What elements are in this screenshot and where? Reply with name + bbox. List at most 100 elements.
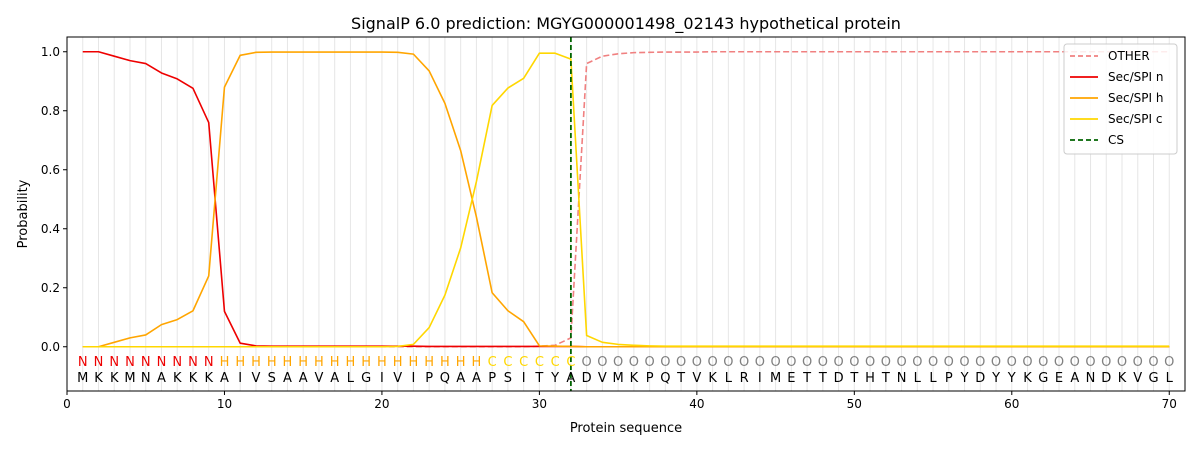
residue-label: T: [802, 371, 811, 386]
residue-label: I: [238, 371, 242, 386]
region-label: H: [314, 355, 324, 370]
residue-label: M: [77, 371, 88, 386]
residue-label: K: [1118, 371, 1127, 386]
residue-label: N: [1086, 371, 1096, 386]
region-label: O: [660, 355, 670, 370]
region-label: N: [172, 355, 182, 370]
residue-label: V: [393, 371, 402, 386]
residue-label: K: [189, 371, 198, 386]
residue-label: K: [110, 371, 119, 386]
region-label: C: [519, 355, 528, 370]
residue-label: Y: [991, 371, 1000, 386]
region-label: O: [959, 355, 969, 370]
region-label: O: [1117, 355, 1127, 370]
residue-label: M: [124, 371, 135, 386]
residue-label: A: [157, 371, 166, 386]
series-line-sec-spi-c: [82, 52, 1170, 348]
region-label: N: [204, 355, 214, 370]
residue-label: M: [770, 371, 781, 386]
residue-label: T: [534, 371, 543, 386]
y-tick-label: 0.4: [41, 222, 60, 236]
region-label: H: [472, 355, 482, 370]
region-label: O: [1164, 355, 1174, 370]
residue-label: Q: [440, 371, 450, 386]
residue-label: I: [412, 371, 416, 386]
y-axis-label: Probability: [16, 179, 31, 248]
region-label: O: [1022, 355, 1032, 370]
region-label: O: [928, 355, 938, 370]
residue-label: L: [929, 371, 937, 386]
y-tick-label: 1.0: [41, 45, 60, 59]
residue-label: E: [787, 371, 795, 386]
residue-label: R: [740, 371, 749, 386]
region-label: O: [881, 355, 891, 370]
x-tick-label: 70: [1162, 397, 1177, 411]
region-label: O: [1038, 355, 1048, 370]
residue-label: A: [299, 371, 308, 386]
region-label: H: [283, 355, 293, 370]
residue-label: P: [425, 371, 433, 386]
residue-label: A: [1070, 371, 1079, 386]
legend-label: OTHER: [1108, 49, 1150, 63]
residue-label: V: [252, 371, 261, 386]
residue-label: S: [268, 371, 276, 386]
residue-label: D: [582, 371, 592, 386]
residue-label: K: [94, 371, 103, 386]
region-label: H: [409, 355, 419, 370]
x-tick-label: 50: [847, 397, 862, 411]
region-label: O: [818, 355, 828, 370]
region-label: N: [188, 355, 198, 370]
grid-layer: [82, 37, 1170, 391]
residue-label: G: [1148, 371, 1158, 386]
region-label: O: [1085, 355, 1095, 370]
region-label: O: [1101, 355, 1111, 370]
residue-label: Y: [960, 371, 969, 386]
region-label: O: [833, 355, 843, 370]
region-label: C: [566, 355, 575, 370]
region-label: O: [865, 355, 875, 370]
residue-label: A: [472, 371, 481, 386]
residue-label: L: [914, 371, 922, 386]
region-label: O: [944, 355, 954, 370]
residue-label: P: [646, 371, 654, 386]
x-tick-label: 30: [532, 397, 547, 411]
x-tick-label: 10: [217, 397, 232, 411]
region-label: N: [125, 355, 135, 370]
region-label: H: [235, 355, 245, 370]
region-label: C: [503, 355, 512, 370]
region-label: O: [629, 355, 639, 370]
region-label: O: [1070, 355, 1080, 370]
region-label: H: [377, 355, 387, 370]
region-label: H: [440, 355, 450, 370]
residue-label: D: [975, 371, 985, 386]
region-label: O: [582, 355, 592, 370]
region-label: N: [78, 355, 88, 370]
region-label: O: [770, 355, 780, 370]
region-label: N: [157, 355, 167, 370]
y-tick-label: 0.0: [41, 340, 60, 354]
region-label: H: [267, 355, 277, 370]
residue-label: Y: [550, 371, 559, 386]
legend-label: Sec/SPI c: [1108, 112, 1162, 126]
region-label: O: [991, 355, 1001, 370]
x-axis-label: Protein sequence: [570, 421, 682, 436]
residue-label: K: [173, 371, 182, 386]
residue-label: D: [834, 371, 844, 386]
region-label: H: [251, 355, 261, 370]
region-label: O: [676, 355, 686, 370]
residue-label: A: [220, 371, 229, 386]
region-label: O: [786, 355, 796, 370]
legend-label: Sec/SPI n: [1108, 70, 1163, 84]
residue-label: I: [522, 371, 526, 386]
x-tick-label: 40: [689, 397, 704, 411]
residue-label: T: [676, 371, 685, 386]
region-label: O: [1133, 355, 1143, 370]
residue-label: M: [613, 371, 624, 386]
y-tick-label: 0.6: [41, 163, 60, 177]
y-tick-label: 0.8: [41, 104, 60, 118]
residue-label: Y: [1007, 371, 1016, 386]
region-label: O: [723, 355, 733, 370]
region-label: O: [896, 355, 906, 370]
